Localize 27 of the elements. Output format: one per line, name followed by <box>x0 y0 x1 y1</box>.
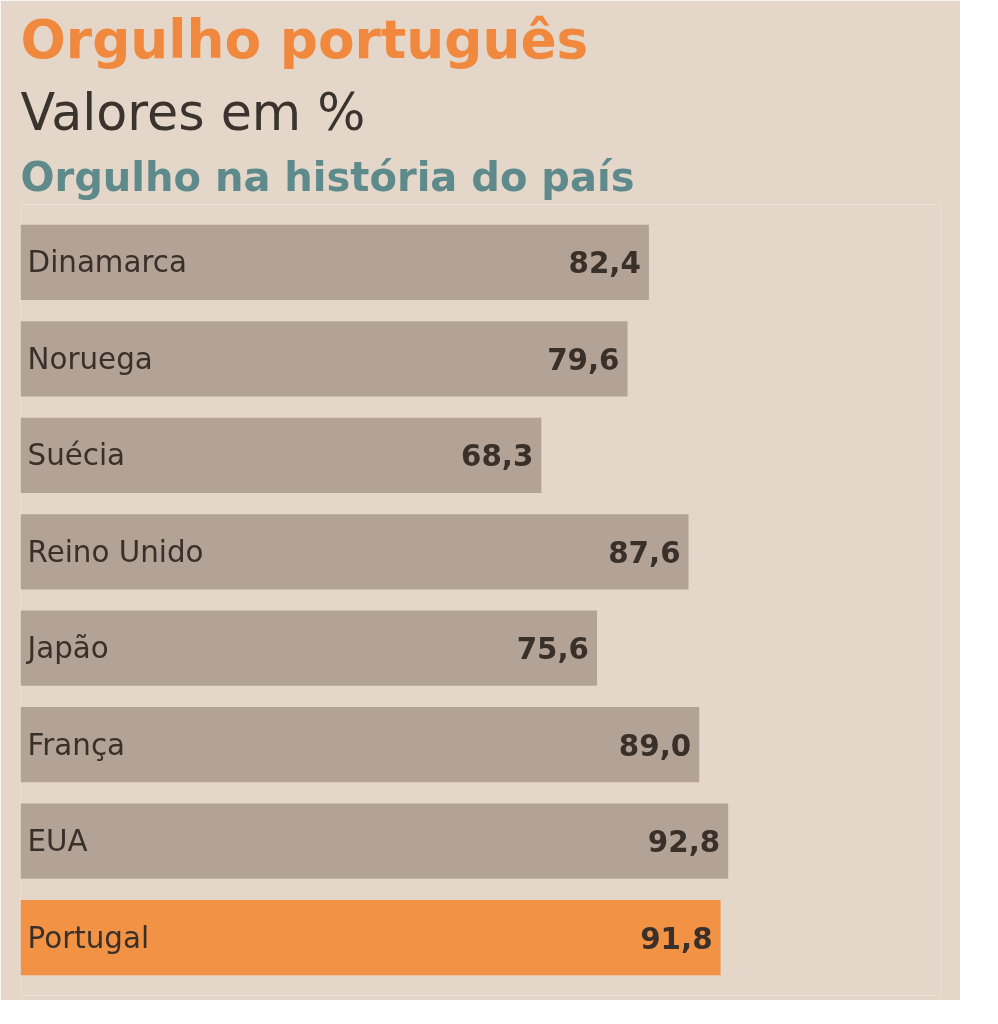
data-label: 89,0 <box>618 728 692 763</box>
text: Orgulho na história do país <box>20 153 635 200</box>
chart-subtitle: Valores em % <box>20 82 366 142</box>
y-tick-label: França <box>27 727 126 762</box>
bar <box>20 707 700 783</box>
bar <box>20 417 542 493</box>
bar <box>20 224 649 300</box>
y-tick-label: Dinamarca <box>27 245 187 280</box>
data-label: 79,6 <box>547 342 620 377</box>
bar <box>20 803 729 879</box>
data-label: 91,8 <box>640 921 713 956</box>
chart-title: Orgulho português <box>20 7 589 71</box>
y-tick-label: Noruega <box>27 341 153 376</box>
y-tick-label: EUA <box>27 824 88 859</box>
y-tick-label: Suécia <box>27 438 126 473</box>
y-tick-label: Portugal <box>27 920 150 955</box>
bar <box>20 610 598 686</box>
data-label: 87,6 <box>608 535 681 570</box>
data-label: 75,6 <box>516 632 590 667</box>
data-label: 68,3 <box>460 439 534 474</box>
bar <box>20 514 689 590</box>
bar <box>20 321 628 397</box>
data-label: 92,8 <box>647 825 721 860</box>
y-tick-label: Japão <box>25 631 109 666</box>
y-tick-label: Reino Unido <box>27 534 204 569</box>
data-label: 82,4 <box>568 246 641 281</box>
bar <box>20 900 721 976</box>
